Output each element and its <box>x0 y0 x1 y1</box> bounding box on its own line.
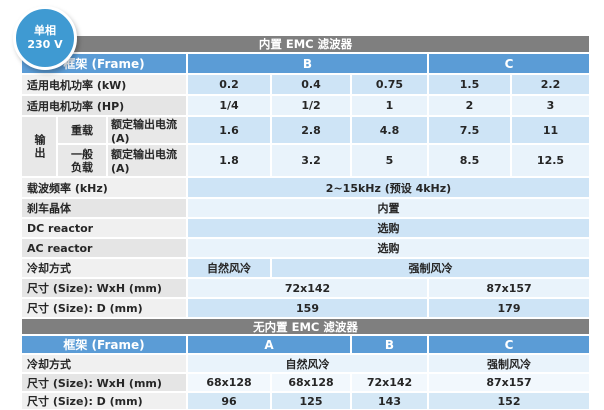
output-rowspan-label: 输出 <box>22 117 56 176</box>
heavy-current-value: 7.5 <box>429 117 510 143</box>
nofilter-frame-a-header: A <box>188 336 350 353</box>
hp-value: 1/4 <box>188 96 270 115</box>
builtin-section-header: 内置 EMC 滤波器 <box>22 36 589 52</box>
dc-reactor-value: 选购 <box>188 219 589 237</box>
builtin-section-title: 内置 EMC 滤波器 <box>22 36 589 52</box>
cooling-method-label: 冷却方式 <box>22 259 186 277</box>
heavy-current-value: 1.6 <box>188 117 270 143</box>
heavy-current-value: 11 <box>512 117 589 143</box>
nofilter-wxh-value: 87x157 <box>429 374 589 391</box>
nofilter-d-value: 143 <box>352 393 427 409</box>
normal-load-label-text: 一般负载 <box>71 147 93 174</box>
nofilter-d-value: 152 <box>429 393 589 409</box>
brake-chopper-row: 刹车晶体 内置 <box>22 199 589 217</box>
size-d-row: 尺寸 (Size): D (mm) 159 179 <box>22 299 589 317</box>
hp-value: 1 <box>352 96 427 115</box>
nofilter-cooling-label: 冷却方式 <box>22 355 186 372</box>
ac-reactor-row: AC reactor 选购 <box>22 239 589 257</box>
frame-c-header: C <box>429 54 589 73</box>
nofilter-cooling-forced: 强制风冷 <box>429 355 589 372</box>
hp-value: 3 <box>512 96 589 115</box>
kw-value: 1.5 <box>429 75 510 94</box>
heavy-current-value: 2.8 <box>272 117 350 143</box>
nofilter-section-title: 无内置 EMC 滤波器 <box>22 319 589 334</box>
nofilter-size-d-row: 尺寸 (Size): D (mm) 96 125 143 152 <box>22 393 589 409</box>
carrier-frequency-row: 载波频率 (kHz) 2~15kHz (预设 4kHz) <box>22 178 589 197</box>
carrier-frequency-label: 载波频率 (kHz) <box>22 178 186 197</box>
ac-reactor-value: 选购 <box>188 239 589 257</box>
motor-power-kw-row: 适用电机功率 (kW) 0.2 0.4 0.75 1.5 2.2 <box>22 75 589 94</box>
size-wxh-frame-b: 72x142 <box>188 279 427 297</box>
heavy-load-label: 重载 <box>58 117 106 143</box>
nofilter-frame-b-header: B <box>352 336 427 353</box>
nofilter-d-value: 96 <box>188 393 270 409</box>
normal-current-value: 8.5 <box>429 145 510 176</box>
nofilter-frame-row: 框架 (Frame) A B C <box>22 336 589 353</box>
dc-reactor-label: DC reactor <box>22 219 186 237</box>
nofilter-frame-header-label: 框架 (Frame) <box>22 336 186 353</box>
output-block: 输出 重载 额定输出电流 (A) 1.6 2.8 4.8 7.5 11 一般负载… <box>22 117 589 178</box>
builtin-frame-row: 框架 (Frame) B C <box>22 54 589 73</box>
size-wxh-row: 尺寸 (Size): WxH (mm) 72x142 87x157 <box>22 279 589 297</box>
size-d-label: 尺寸 (Size): D (mm) <box>22 299 186 317</box>
spec-tables: 内置 EMC 滤波器 框架 (Frame) B C 适用电机功率 (kW) 0.… <box>22 36 589 410</box>
normal-current-value: 1.8 <box>188 145 270 176</box>
size-d-frame-c: 179 <box>429 299 589 317</box>
normal-current-value: 12.5 <box>512 145 589 176</box>
motor-power-hp-row: 适用电机功率 (HP) 1/4 1/2 1 2 3 <box>22 96 589 115</box>
nofilter-wxh-value: 68x128 <box>188 374 270 391</box>
nofilter-frame-c-header: C <box>429 336 589 353</box>
normal-load-row: 一般负载 额定输出电流 (A) 1.8 3.2 5 8.5 12.5 <box>58 145 589 176</box>
nofilter-size-d-label: 尺寸 (Size): D (mm) <box>22 393 186 409</box>
size-wxh-label: 尺寸 (Size): WxH (mm) <box>22 279 186 297</box>
badge-phase-label: 单相 <box>34 24 56 37</box>
kw-value: 0.75 <box>352 75 427 94</box>
cooling-natural-value: 自然风冷 <box>188 259 270 277</box>
ac-reactor-label: AC reactor <box>22 239 186 257</box>
brake-chopper-label: 刹车晶体 <box>22 199 186 217</box>
cooling-method-row: 冷却方式 自然风冷 强制风冷 <box>22 259 589 277</box>
hp-value: 1/2 <box>272 96 350 115</box>
normal-current-value: 3.2 <box>272 145 350 176</box>
kw-label: 适用电机功率 (kW) <box>22 75 186 94</box>
heavy-rated-current-label: 额定输出电流 (A) <box>108 117 186 145</box>
heavy-load-row: 重载 额定输出电流 (A) 1.6 2.8 4.8 7.5 11 <box>58 117 589 145</box>
phase-voltage-badge: 单相 230 V <box>13 6 77 70</box>
hp-label: 适用电机功率 (HP) <box>22 96 186 115</box>
normal-rated-current-label: 额定输出电流 (A) <box>108 145 186 176</box>
carrier-frequency-value: 2~15kHz (预设 4kHz) <box>188 178 589 197</box>
nofilter-size-wxh-row: 尺寸 (Size): WxH (mm) 68x128 68x128 72x142… <box>22 374 589 391</box>
size-wxh-frame-c: 87x157 <box>429 279 589 297</box>
nofilter-wxh-value: 72x142 <box>352 374 427 391</box>
kw-value: 0.4 <box>272 75 350 94</box>
heavy-current-value: 4.8 <box>352 117 427 143</box>
dc-reactor-row: DC reactor 选购 <box>22 219 589 237</box>
nofilter-d-value: 125 <box>272 393 350 409</box>
nofilter-wxh-value: 68x128 <box>272 374 350 391</box>
normal-current-value: 5 <box>352 145 427 176</box>
nofilter-cooling-row: 冷却方式 自然风冷 强制风冷 <box>22 355 589 372</box>
brake-chopper-value: 内置 <box>188 199 589 217</box>
kw-value: 0.2 <box>188 75 270 94</box>
nofilter-section-header: 无内置 EMC 滤波器 <box>22 319 589 334</box>
kw-value: 2.2 <box>512 75 589 94</box>
badge-voltage-label: 230 V <box>27 38 63 51</box>
cooling-forced-value: 强制风冷 <box>272 259 589 277</box>
size-d-frame-b: 159 <box>188 299 427 317</box>
output-label-text: 输出 <box>33 133 46 160</box>
hp-value: 2 <box>429 96 510 115</box>
nofilter-size-wxh-label: 尺寸 (Size): WxH (mm) <box>22 374 186 391</box>
frame-b-header: B <box>188 54 427 73</box>
nofilter-cooling-natural: 自然风冷 <box>188 355 427 372</box>
normal-load-label: 一般负载 <box>58 145 106 176</box>
